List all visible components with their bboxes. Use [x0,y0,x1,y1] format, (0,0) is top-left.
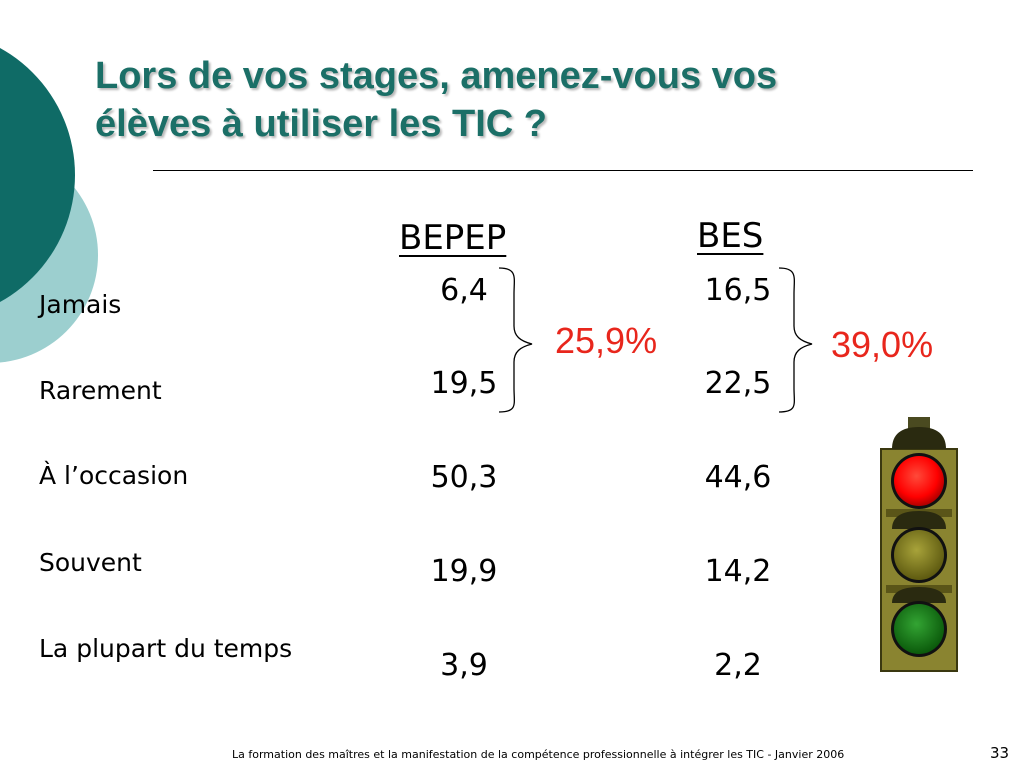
title-line-2: élèves à utiliser les TIC ? [95,103,547,145]
decorative-circles [0,48,98,363]
traffic-light-icon [880,417,958,672]
row-label-souvent: Souvent [39,548,142,577]
bepep-value-plupart: 3,9 [440,648,488,683]
bepep-value-souvent: 19,9 [430,554,498,589]
bepep-value-occasion: 50,3 [430,460,498,495]
total-bepep: 25,9% [555,320,658,361]
page-title: Lors de vos stages, amenez-vous vos élèv… [95,52,975,148]
bes-value-occasion: 44,6 [704,460,772,495]
title-line-1: Lors de vos stages, amenez-vous vos [95,55,778,97]
total-bes: 39,0% [831,324,934,365]
title-divider [153,170,973,171]
row-label-rarement: Rarement [39,376,162,405]
page-number: 33 [990,744,1010,762]
row-label-jamais: Jamais [39,290,122,319]
bes-value-jamais: 16,5 [704,273,772,308]
bepep-value-jamais: 6,4 [440,273,488,308]
footer-text: La formation des maîtres et la manifesta… [232,748,845,761]
dark-teal-circle [0,48,75,302]
bepep-value-rarement: 19,5 [430,366,498,401]
brace-bepep [498,267,533,413]
bes-value-rarement: 22,5 [704,366,772,401]
bes-value-souvent: 14,2 [704,554,772,589]
column-header-bepep: BEPEP [399,218,507,258]
column-header-bes: BES [697,216,764,256]
brace-bes [778,267,813,413]
row-label-plupart: La plupart du temps [39,634,293,663]
bes-value-plupart: 2,2 [714,648,762,683]
row-label-occasion: À l’occasion [39,461,189,490]
